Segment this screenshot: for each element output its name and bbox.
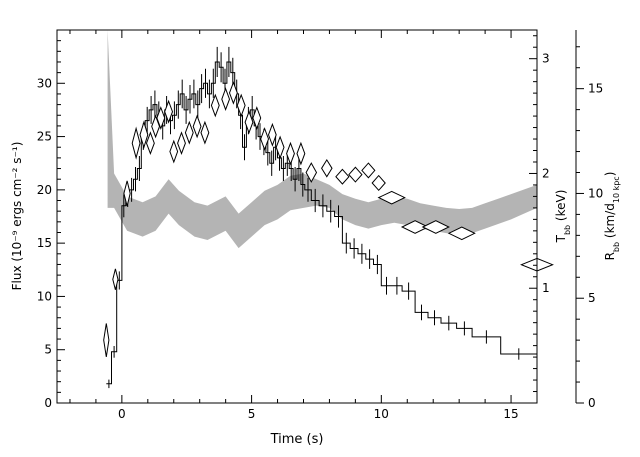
radius-diamond (377, 190, 406, 205)
x-tick-label: 10 (374, 407, 389, 421)
radius-diamond (335, 168, 350, 185)
radius-diamond (169, 139, 179, 164)
radius-diamond (361, 162, 376, 179)
radius-diamond (348, 166, 363, 183)
radius-diamond (305, 162, 318, 183)
temperature-axis-label: Tbb (keV) (554, 190, 572, 244)
radius-diamond (447, 226, 476, 241)
radius-diamond (131, 126, 141, 160)
radius-diamond (145, 131, 155, 156)
flux-tick-label: 20 (37, 183, 52, 197)
radius-diamond (321, 158, 333, 178)
flux-tick-label: 0 (44, 396, 52, 410)
temperature-band-area (107, 30, 537, 249)
radius-tick-label: 5 (588, 291, 596, 305)
radius-diamonds (103, 80, 554, 357)
radius-tick-label: 15 (588, 82, 603, 96)
x-tick-label: 0 (118, 407, 126, 421)
radius-diamond (184, 120, 194, 145)
temperature-tick-label: 3 (542, 52, 550, 66)
radius-diamond (103, 323, 110, 357)
radius-diamond (112, 268, 119, 290)
temperature-tick-label: 1 (542, 281, 550, 295)
flux-histogram-line (106, 61, 537, 385)
x-tick-label: 5 (248, 407, 256, 421)
radius-diamond (210, 93, 220, 118)
radius-diamond (139, 120, 149, 149)
radius-tick-label: 10 (588, 186, 603, 200)
radius-diamond (221, 87, 231, 112)
radius-diamond (371, 174, 386, 192)
temperature-tick-label: 2 (542, 166, 550, 180)
radius-diamond (286, 141, 295, 166)
radius-diamond (244, 110, 254, 135)
flux-axis-label: Flux (10⁻⁹ ergs cm⁻² s⁻¹) (10, 142, 24, 291)
radius-diamond (267, 122, 277, 147)
radius-tick-label: 0 (588, 396, 596, 410)
flux-tick-label: 10 (37, 289, 52, 303)
plot-frame (56, 29, 538, 404)
radius-diamond (296, 141, 306, 166)
radius-diamond (421, 220, 450, 234)
flux-tick-label: 30 (37, 76, 52, 90)
x-tick-label: 15 (503, 407, 518, 421)
flux-tick-label: 5 (44, 343, 52, 357)
radius-diamond (275, 135, 285, 160)
flux-tick-label: 15 (37, 236, 52, 250)
temperature-band (107, 30, 537, 249)
radius-diamond (123, 180, 131, 207)
x-axis-label: Time (s) (270, 432, 324, 447)
flux-tick-label: 25 (37, 130, 52, 144)
radius-diamond (200, 120, 210, 145)
radius-diamond (192, 114, 202, 139)
radius-diamond (260, 127, 270, 151)
radius-diamond (156, 106, 166, 130)
radius-diamond (228, 80, 238, 105)
radius-diamond (236, 93, 246, 118)
radius-diamond (252, 106, 262, 130)
radius-axis-label: Rbb (km/d10 kpc) (603, 172, 621, 261)
radius-diamond (177, 131, 186, 156)
radius-diamond (164, 99, 174, 124)
